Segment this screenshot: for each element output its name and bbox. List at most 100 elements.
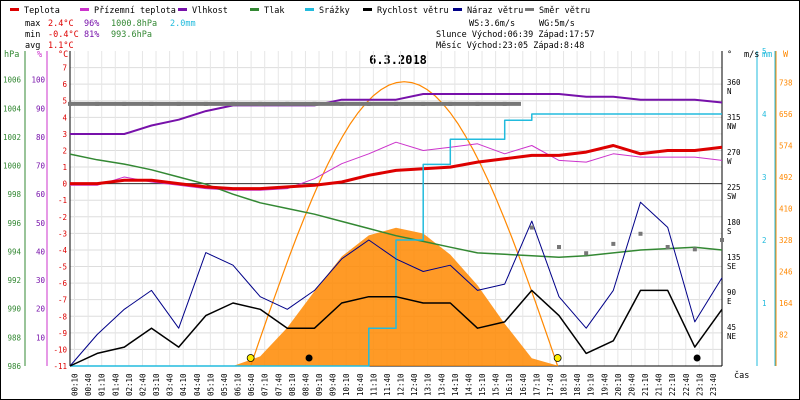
- x-tick-label: 18:10: [560, 373, 569, 396]
- percent-tick-label: 10: [36, 333, 46, 342]
- stat-min-label: min: [25, 30, 40, 40]
- x-tick-label: 20:40: [627, 373, 636, 396]
- celsius-tick-label: -10: [53, 345, 67, 354]
- stat-max-press: 1000.8hPa: [111, 19, 157, 29]
- celsius-tick-label: 5: [62, 97, 67, 106]
- wind-gust-line: [69, 201, 723, 367]
- sun-tick-label: 328: [779, 236, 793, 245]
- x-tick-label: 02:10: [125, 373, 134, 396]
- direction-axis-unit: °: [727, 50, 732, 60]
- legend-label: Směr větru: [539, 6, 590, 16]
- x-tick-label: 01:40: [111, 373, 120, 396]
- x-tick-label: 21:40: [655, 373, 664, 396]
- x-tick-label: 10:40: [356, 373, 365, 396]
- hpa-tick-label: 990: [7, 305, 21, 314]
- precipitation-line: [70, 113, 722, 367]
- hpa-axis-unit: hPa: [4, 50, 19, 60]
- wind-speed-line: [69, 289, 723, 367]
- x-tick-label: 15:10: [478, 373, 487, 396]
- x-tick-label: 13:10: [424, 373, 433, 396]
- x-tick-label: 13:40: [437, 373, 446, 396]
- celsius-tick-label: 0: [62, 180, 67, 189]
- sun-tick-label: 574: [779, 142, 793, 151]
- x-tick-label: 19:10: [587, 373, 596, 396]
- wind-tick-label: 4: [762, 110, 767, 119]
- x-tick-label: 16:40: [519, 373, 528, 396]
- percent-tick-label: 30: [36, 276, 46, 285]
- hpa-tick-label: 1004: [3, 104, 22, 113]
- wind-direction-point: [665, 245, 670, 249]
- hpa-tick-label: 996: [7, 219, 21, 228]
- legend-swatch: [10, 8, 19, 11]
- legend-swatch: [363, 8, 372, 11]
- legend-label: Rychlost větru: [377, 6, 449, 16]
- x-tick-label: 08:40: [301, 373, 310, 396]
- stat-min-hum: 81%: [84, 30, 99, 40]
- hpa-tick-label: 1000: [3, 162, 22, 171]
- pressure-line: [69, 153, 723, 258]
- x-tick-label: 00:40: [84, 373, 93, 396]
- direction-cardinal-label: N: [727, 87, 732, 96]
- hpa-tick-label: 988: [7, 333, 21, 342]
- wind-direction-point: [638, 231, 643, 236]
- x-tick-label: 20:10: [614, 373, 623, 396]
- x-tick-label: 23:40: [709, 373, 718, 396]
- temperature-line: [70, 144, 723, 191]
- x-tick-label: 16:10: [505, 373, 514, 396]
- direction-tick-label: 135: [727, 253, 741, 262]
- x-tick-label: 06:40: [247, 373, 256, 396]
- percent-tick-label: 70: [36, 162, 46, 171]
- celsius-tick-label: -5: [58, 263, 67, 272]
- x-tick-label: 19:40: [600, 373, 609, 396]
- x-tick-label: 23:10: [695, 373, 704, 396]
- x-tick-label: 11:40: [383, 373, 392, 396]
- moon-times: Měsíc Východ:23:05 Západ:8:48: [436, 41, 584, 51]
- percent-tick-label: 20: [36, 305, 46, 314]
- percent-tick-label: 90: [36, 104, 46, 113]
- chart-title: 6.3.2018: [369, 53, 427, 67]
- celsius-tick-label: -11: [53, 362, 67, 371]
- direction-cardinal-label: E: [727, 297, 732, 306]
- celsius-tick-label: -9: [58, 329, 67, 338]
- celsius-tick-label: 6: [62, 80, 67, 89]
- stats-block: max 2.4°C 96% 1000.8hPa 2.0mm min -0.4°C…: [25, 19, 595, 51]
- direction-cardinal-label: NW: [727, 122, 737, 131]
- x-tick-label: 22:40: [682, 373, 691, 396]
- celsius-tick-label: 4: [62, 113, 67, 122]
- x-tick-label: 17:40: [546, 373, 555, 396]
- wind-tick-label: 3: [762, 173, 767, 182]
- legend-swatch: [178, 8, 187, 11]
- legend: Teplota Přízemní teplota Vlhkost Tlak Srážky…: [10, 6, 590, 16]
- x-tick-label: 05:40: [220, 373, 229, 396]
- direction-tick-label: 315: [727, 113, 741, 122]
- sun-tick-label: 82: [779, 331, 788, 340]
- x-tick-label: 15:40: [492, 373, 501, 396]
- celsius-tick-label: 1: [62, 163, 67, 172]
- x-tick-label: 01:10: [98, 373, 107, 396]
- x-tick-label: 03:40: [166, 373, 175, 396]
- axes: hPa9869889909929949969981000100210041006…: [3, 47, 793, 396]
- celsius-tick-label: -4: [58, 246, 68, 255]
- direction-tick-label: 180: [727, 218, 741, 227]
- percent-tick-label: 50: [36, 219, 46, 228]
- x-tick-label: 06:10: [234, 373, 243, 396]
- legend-swatch: [525, 8, 534, 11]
- x-tick-label: 11:10: [369, 373, 378, 396]
- celsius-tick-label: 3: [62, 130, 67, 139]
- celsius-tick-label: -3: [58, 229, 67, 238]
- stat-max-hum: 96%: [84, 19, 99, 29]
- legend-label: Vlhkost: [192, 6, 228, 16]
- sun-tick-label: 492: [779, 173, 793, 182]
- stat-max-label: max: [25, 19, 40, 29]
- x-tick-label: 14:10: [451, 373, 460, 396]
- celsius-tick-label: 2: [62, 146, 67, 155]
- direction-cardinal-label: S: [727, 227, 732, 236]
- sun-marker: [553, 354, 562, 362]
- direction-cardinal-label: SW: [727, 192, 737, 201]
- legend-label: Náraz větru: [467, 6, 523, 16]
- hpa-tick-label: 986: [7, 362, 21, 371]
- sun-tick-label: 656: [779, 110, 793, 119]
- stat-avg-temp: 1.1°C: [48, 41, 74, 51]
- direction-tick-label: 90: [727, 288, 737, 297]
